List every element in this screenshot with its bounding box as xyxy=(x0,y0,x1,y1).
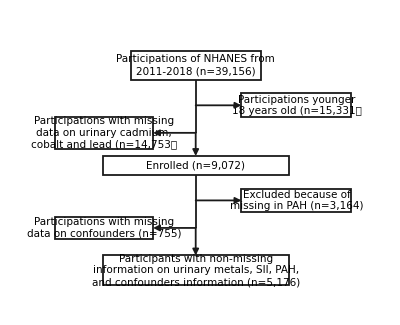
FancyBboxPatch shape xyxy=(242,93,352,117)
FancyBboxPatch shape xyxy=(56,117,153,149)
Text: Excluded because of
missing in PAH (n=3,164): Excluded because of missing in PAH (n=3,… xyxy=(230,189,363,211)
Text: Participations of NHANES from
2011-2018 (n=39,156): Participations of NHANES from 2011-2018 … xyxy=(116,55,275,76)
FancyBboxPatch shape xyxy=(56,217,153,239)
Text: Participations younger
18 years old (n=15,331）: Participations younger 18 years old (n=1… xyxy=(232,95,361,116)
Text: Enrolled (n=9,072): Enrolled (n=9,072) xyxy=(146,160,245,170)
FancyBboxPatch shape xyxy=(131,51,261,80)
FancyBboxPatch shape xyxy=(103,255,289,285)
FancyBboxPatch shape xyxy=(242,189,352,212)
FancyBboxPatch shape xyxy=(103,156,289,175)
Text: Participations with missing
data on urinary cadmium,
cobalt and lead (n=14,753）: Participations with missing data on urin… xyxy=(31,116,177,150)
Text: Participants with non-missing
information on urinary metals, SII, PAH,
and confo: Participants with non-missing informatio… xyxy=(92,254,300,287)
Text: Participations with missing
data on confounders (n=755): Participations with missing data on conf… xyxy=(27,217,182,239)
